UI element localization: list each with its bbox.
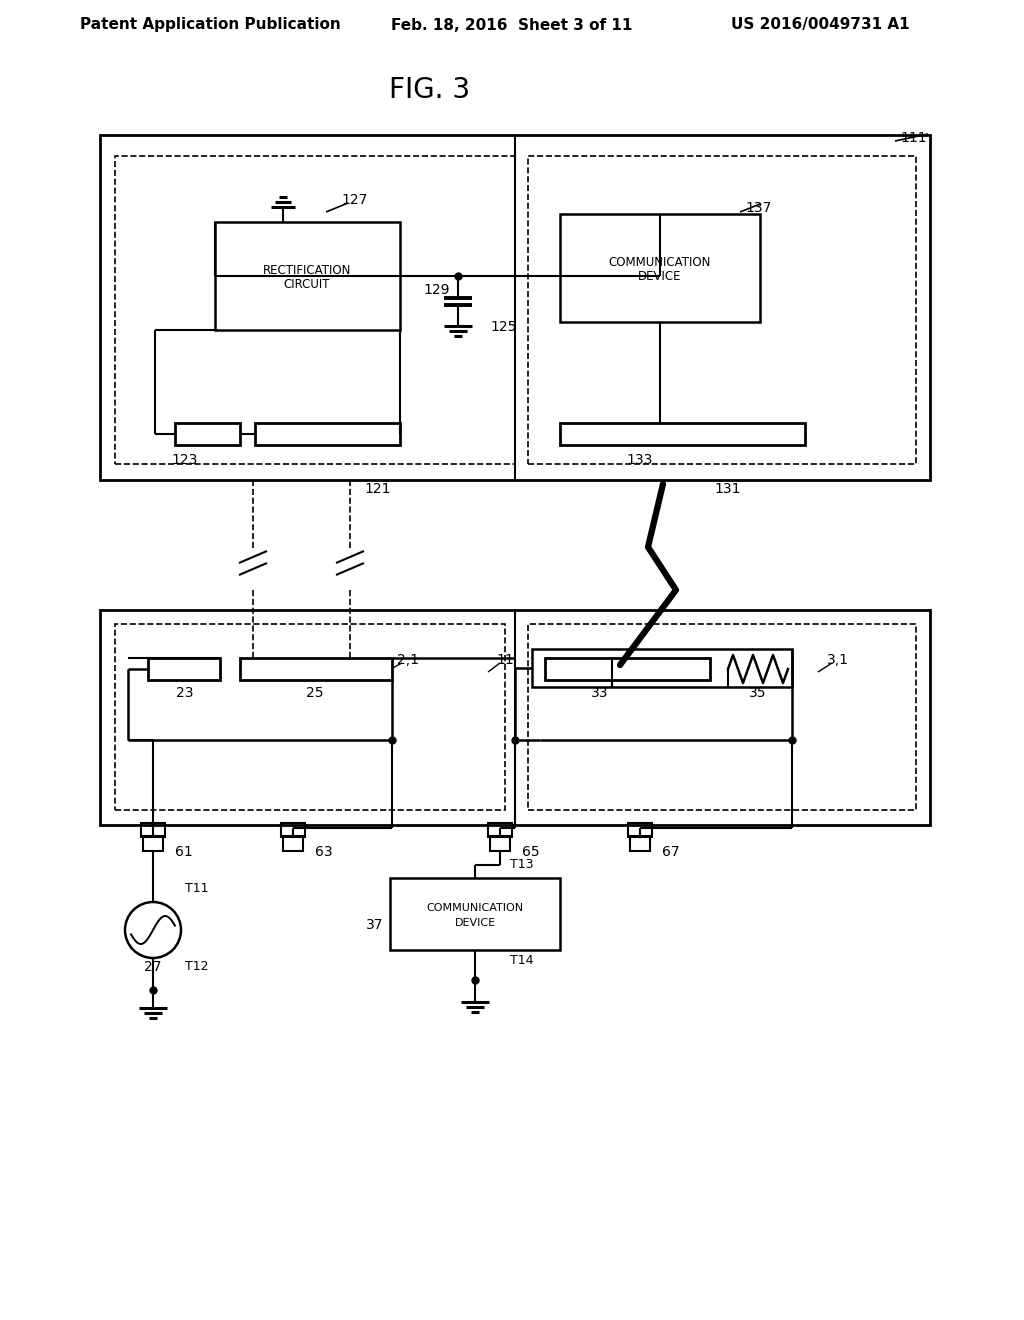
Bar	[115, 156, 515, 465]
Text: 25: 25	[306, 686, 324, 700]
Text: 67: 67	[662, 845, 680, 859]
Text: 37: 37	[366, 917, 383, 932]
Text: US 2016/0049731 A1: US 2016/0049731 A1	[731, 17, 909, 33]
Bar	[143, 836, 163, 851]
Text: 133: 133	[627, 453, 653, 467]
Text: 65: 65	[522, 845, 540, 859]
Text: FIG. 3: FIG. 3	[389, 77, 471, 104]
Bar	[255, 422, 400, 445]
Bar	[215, 222, 400, 330]
Bar	[390, 878, 560, 950]
Bar	[141, 822, 165, 837]
Text: COMMUNICATION: COMMUNICATION	[609, 256, 712, 268]
Text: 3,1: 3,1	[827, 653, 849, 667]
Text: T11: T11	[185, 882, 209, 895]
Bar	[100, 135, 930, 480]
Text: 11: 11	[496, 653, 514, 667]
Text: 2,1: 2,1	[397, 653, 419, 667]
Text: 111: 111	[900, 131, 927, 145]
Text: 137: 137	[745, 201, 771, 215]
Bar	[630, 836, 650, 851]
Text: RECTIFICATION: RECTIFICATION	[263, 264, 351, 276]
Bar	[490, 836, 510, 851]
Text: DEVICE: DEVICE	[455, 917, 496, 928]
Text: 61: 61	[175, 845, 193, 859]
Bar	[100, 610, 930, 825]
Text: Patent Application Publication: Patent Application Publication	[80, 17, 340, 33]
Text: 127: 127	[342, 193, 369, 207]
Text: 121: 121	[365, 482, 391, 496]
Text: 35: 35	[750, 686, 767, 700]
Bar	[283, 836, 303, 851]
Text: 63: 63	[315, 845, 333, 859]
Text: T12: T12	[185, 960, 209, 973]
Text: 131: 131	[715, 482, 741, 496]
Text: DEVICE: DEVICE	[638, 269, 682, 282]
Bar	[560, 214, 760, 322]
Text: CIRCUIT: CIRCUIT	[284, 277, 331, 290]
Bar	[175, 422, 240, 445]
Text: T13: T13	[510, 858, 534, 871]
Bar	[628, 822, 652, 837]
Bar	[488, 822, 512, 837]
Bar	[545, 657, 710, 680]
Text: COMMUNICATION: COMMUNICATION	[426, 903, 523, 913]
Bar	[532, 649, 792, 686]
Bar	[240, 657, 392, 680]
Bar	[115, 624, 505, 810]
Text: 23: 23	[176, 686, 194, 700]
Bar	[528, 624, 916, 810]
Text: Feb. 18, 2016  Sheet 3 of 11: Feb. 18, 2016 Sheet 3 of 11	[391, 17, 633, 33]
Text: 123: 123	[172, 453, 199, 467]
Text: 129: 129	[424, 282, 450, 297]
Bar	[281, 822, 305, 837]
Text: T14: T14	[510, 953, 534, 966]
Bar	[560, 422, 805, 445]
Text: 33: 33	[591, 686, 608, 700]
Bar	[528, 156, 916, 465]
Bar	[148, 657, 220, 680]
Text: 125: 125	[490, 319, 516, 334]
Text: 27: 27	[144, 960, 162, 974]
